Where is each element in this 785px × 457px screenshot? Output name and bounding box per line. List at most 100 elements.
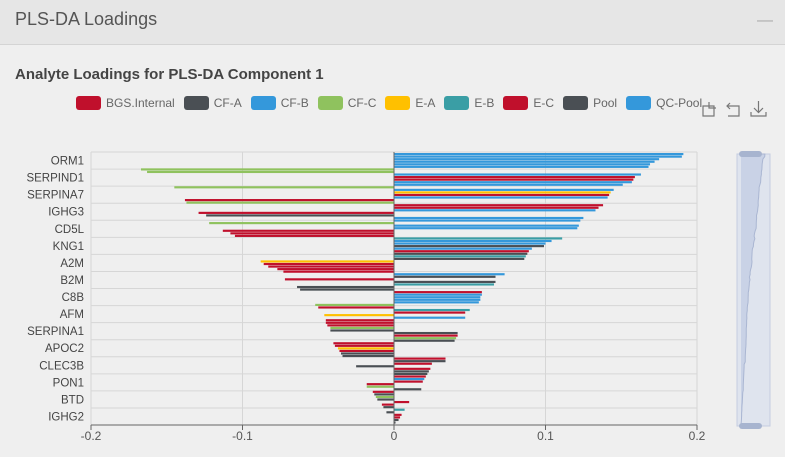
bar [394,255,526,258]
legend-swatch [385,96,411,110]
y-tick-label: A2M [60,258,84,270]
bar [263,262,394,266]
legend-item[interactable]: E-C [503,96,554,110]
bar [394,362,432,365]
bar [377,398,394,401]
bar [234,234,394,237]
legend-item[interactable]: CF-A [183,96,242,110]
bar [394,252,528,255]
bar [394,370,429,373]
legend: BGS.Internal CF-A CF-B CF-C E-A E-B E-C Pool QC-… [76,96,702,110]
bar [394,191,611,194]
zoom-slider-preview [740,153,766,427]
legend-swatch [563,96,589,110]
legend-label: BGS.Internal [106,96,175,110]
bar [330,326,394,330]
bar [394,337,457,340]
bar [394,237,563,240]
y-tick-label: IGHG2 [48,411,84,423]
bar [394,242,546,245]
bar [230,232,394,235]
bar [394,196,608,199]
bar [330,329,394,332]
y-tick-label: PON1 [53,377,84,389]
legend-label: CF-C [347,96,377,110]
legend-item[interactable]: E-B [444,96,494,110]
bar [337,347,394,350]
bar [394,301,479,304]
zoom-slider-handle-bottom[interactable] [739,423,762,429]
bar [394,257,525,260]
bar [333,342,394,345]
y-tick-label: CLEC3B [39,360,84,372]
bar [394,311,466,314]
bar [174,186,394,189]
y-tick-label: B2M [60,275,84,287]
bar [394,163,651,166]
bar [394,357,446,360]
bar [394,298,481,301]
bar [334,344,394,347]
restore-icon[interactable] [700,100,717,117]
legend-item[interactable]: CF-B [250,96,309,110]
bar [394,206,599,209]
bar [394,273,505,276]
bar [394,413,402,416]
legend-swatch [76,96,101,110]
y-tick-label: SERPIND1 [26,173,84,185]
bar [147,170,394,174]
chart-title: Analyte Loadings for PLS-DA Component 1 [15,66,324,83]
bar [140,168,394,171]
legend-label: CF-A [213,96,242,110]
bar [394,160,655,163]
bar [394,275,496,278]
bar [284,278,394,281]
bar [394,408,405,411]
bar [325,321,394,324]
bar [318,306,394,309]
y-tick-label: KNG1 [53,241,84,253]
bar [366,383,394,386]
bar [394,239,552,243]
y-tick-label: APOC2 [45,343,84,355]
bar [394,291,482,294]
y-tick-label: BTD [61,394,84,406]
bar [324,314,394,317]
minus-icon[interactable]: — [757,12,773,29]
bar [394,296,481,299]
legend-item[interactable]: BGS.Internal [76,96,175,110]
bar [394,293,482,296]
bar [268,265,394,268]
bar [394,188,614,191]
bar [394,153,684,156]
bar [394,209,596,212]
bar [366,385,394,388]
y-tick-label: SERPINA1 [27,326,84,338]
bar [394,372,428,376]
legend-swatch [250,96,276,110]
bar [283,270,394,273]
bar [394,193,610,197]
bar [297,285,394,289]
legend-label: E-A [415,96,436,110]
legend-item[interactable]: E-A [385,96,435,110]
legend-item[interactable]: CF-C [317,96,377,110]
bar [342,354,394,358]
bar [394,165,649,168]
bar [394,204,604,207]
panel-title: PLS-DA Loadings [15,9,158,29]
legend-label: CF-B [280,96,309,110]
y-tick-label: ORM1 [51,156,84,168]
bar [340,352,394,355]
legend-item[interactable]: QC-Pool [626,96,702,110]
bar [394,181,632,184]
undo-icon[interactable] [725,100,742,117]
bar [394,224,579,227]
bar [394,380,423,383]
bar [394,283,494,286]
download-icon[interactable] [750,100,767,117]
legend-item[interactable]: Pool [563,96,617,110]
bar [315,303,394,306]
zoom-slider-handle-top[interactable] [739,151,762,157]
